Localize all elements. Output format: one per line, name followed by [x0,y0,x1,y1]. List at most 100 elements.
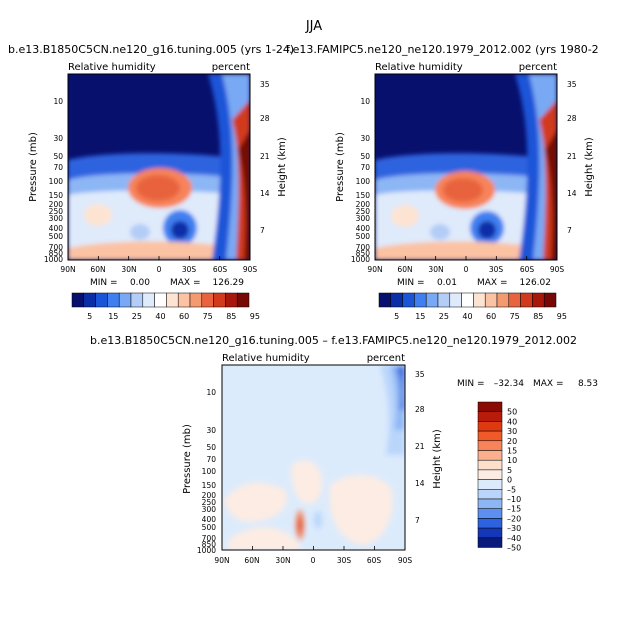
panel2-colorbar-label: 85 [533,312,543,321]
panel1-height-tick-label: 14 [260,189,270,198]
panel3-colorbar-swatch [477,401,503,412]
panel2-y-axis-label: Pressure (mb) [335,132,346,202]
panel1-colorbar-label: 85 [226,312,236,321]
panel1-y-tick-label: 400 [49,224,64,233]
panel2-colorbar-swatch [461,292,474,308]
panel1-colorbar-swatch [225,292,238,308]
panel1-y-tick-label: 30 [53,134,63,143]
panel3-colorbar-swatch [477,469,503,480]
panel3-height-tick-label: 7 [415,516,420,525]
panel3-min-value: –32.34 [494,379,525,389]
panel3-x-tick-label: 60S [367,556,382,565]
panel1-colorbar-label: 95 [250,312,260,321]
panel1-units: percent [212,62,250,73]
panel2-y-tick-label: 300 [356,214,371,223]
panel1-y-tick-label: 250 [49,207,64,216]
panel3-x-tick-label: 60N [244,556,259,565]
panel1-contour-field [68,74,250,260]
panel1-colorbar-swatch [130,292,144,308]
panel1-y-tick-label: 850 [49,249,64,258]
panel3-y-tick-label: 50 [206,443,216,452]
panel1-y-tick-label: 70 [53,163,63,172]
panel3-title: b.e13.B1850C5CN.ne120_g16.tuning.005 – f… [90,334,577,347]
panel3-x-tick-label: 90S [398,556,413,565]
panel2-y-tick-label: 200 [356,200,371,209]
panel2-colorbar-swatch [449,292,462,308]
panel3-x-tick-label: 30S [337,556,352,565]
panel3-colorbar-swatch [477,430,503,442]
panel1-x-tick-label: 60N [90,265,105,274]
panel2-colorbar-label: 95 [557,312,567,321]
panel1-height-tick-label: 28 [260,114,270,123]
panel2-colorbar-swatch [437,292,451,308]
panel1-x-tick-label: 30S [182,265,197,274]
panel2-colorbar-swatch [508,292,521,308]
panel3-x-tick-label: 90N [214,556,229,565]
panel3-height-tick-label: 14 [415,479,425,488]
panel3-max-value: 8.53 [578,379,598,389]
panel1-y-tick-label: 700 [49,243,64,252]
panel1-x-tick-label: 90N [60,265,75,274]
panel3-y-tick-label: 700 [202,534,217,543]
panel1-min-label: MIN = [90,278,118,288]
panel2-x-tick-label: 30N [428,265,443,274]
panel2-x-tick-label: 90S [550,265,565,274]
panel3-height-tick-label: 21 [415,442,425,451]
panel3-height-tick-label: 35 [415,370,425,379]
panel2-colorbar: 5 15 25 40 60 75 85 95 [378,292,567,321]
panel1-colorbar-swatch [213,292,226,308]
panel1-x-tick-label: 90S [243,265,258,274]
panel2-y-tick-label: 400 [356,224,371,233]
panel1-colorbar-label: 15 [108,312,118,321]
panel2-colorbar-swatch [425,292,439,308]
panel3-colorbar-label: –10 [507,495,521,504]
panel3-y-tick-label: 100 [202,467,217,476]
panel3-y-tick-label: 30 [206,426,216,435]
panel1-colorbar-swatch [166,292,179,308]
panel2-y-tick-label: 1000 [351,255,370,264]
figure-title: JJA [305,19,322,34]
panel3-y-tick-label: 150 [202,481,217,490]
panel2-units: percent [519,62,557,73]
panel2-y-tick-label: 250 [356,207,371,216]
panel3-colorbar-label: 10 [507,456,517,465]
panel3-y-tick-label: 1000 [197,546,216,555]
panel2-height-tick-label: 28 [567,114,577,123]
panel2-contour-field [375,74,557,260]
panel-obs-rh: f.e13.FAMIPC5.ne120_ne120.1979_2012.002 … [286,43,599,321]
panel1-variable: Relative humidity [68,62,156,73]
panel2-colorbar-swatch [402,292,415,308]
panel3-colorbar-swatch [477,527,503,539]
panel3-colorbar-label: 20 [507,437,517,446]
panel2-colorbar-label: 15 [415,312,425,321]
panel1-x-tick-label: 30N [121,265,136,274]
panel2-y-tick-label: 30 [360,134,370,143]
panel1-min-value: 0.00 [130,278,150,288]
panel3-y-tick-label: 10 [206,388,216,397]
panel2-min-value: 0.01 [437,278,457,288]
panel2-colorbar-swatch [390,292,403,308]
panel2-colorbar-label: 40 [462,312,472,321]
panel1-colorbar-swatch [189,292,203,308]
panel3-colorbar-label: –15 [507,505,521,514]
panel2-height-tick-label: 14 [567,189,577,198]
panel1-y-tick-label: 150 [49,191,64,200]
panel1-y-tick-label: 200 [49,200,64,209]
panel3-variable: Relative humidity [222,353,310,364]
panel2-colorbar-label: 60 [486,312,496,321]
panel2-min-label: MIN = [397,278,425,288]
panel1-height-tick-label: 35 [260,80,270,89]
panel3-colorbar-label: –5 [507,485,516,494]
panel1-height-tick-label: 7 [260,226,265,235]
panel1-y-tick-label: 300 [49,214,64,223]
panel2-colorbar-swatch [473,292,486,308]
panel3-colorbar-label: 40 [507,417,517,426]
panel1-colorbar-swatch [154,292,167,308]
panel2-y-tick-label: 700 [356,243,371,252]
panel3-max-label: MAX = [533,379,564,389]
panel3-colorbar-swatch [477,440,503,451]
panel1-y-tick-label: 1000 [44,255,63,264]
panel1-colorbar-label: 25 [132,312,142,321]
panel2-max-value: 126.02 [520,278,552,288]
